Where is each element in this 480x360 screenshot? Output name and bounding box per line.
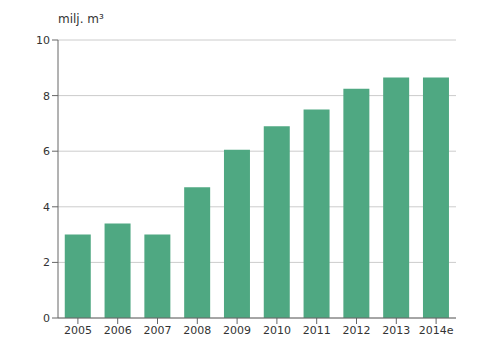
svg-text:2006: 2006 bbox=[104, 324, 132, 337]
svg-text:6: 6 bbox=[43, 145, 50, 158]
svg-text:10: 10 bbox=[36, 34, 50, 47]
svg-text:2011: 2011 bbox=[303, 324, 331, 337]
svg-text:2005: 2005 bbox=[64, 324, 92, 337]
html-text:milj. m³: milj. m³ bbox=[58, 12, 104, 26]
svg-text:2009: 2009 bbox=[223, 324, 251, 337]
svg-text:4: 4 bbox=[43, 201, 50, 214]
svg-text:2010: 2010 bbox=[263, 324, 291, 337]
svg-text:2008: 2008 bbox=[183, 324, 211, 337]
svg-text:2012: 2012 bbox=[343, 324, 371, 337]
svg-text:0: 0 bbox=[43, 312, 50, 325]
svg-text:8: 8 bbox=[43, 90, 50, 103]
svg-text:2013: 2013 bbox=[382, 324, 410, 337]
svg-text:2: 2 bbox=[43, 256, 50, 269]
svg-text:2007: 2007 bbox=[144, 324, 172, 337]
svg-text:2014e: 2014e bbox=[419, 324, 454, 337]
